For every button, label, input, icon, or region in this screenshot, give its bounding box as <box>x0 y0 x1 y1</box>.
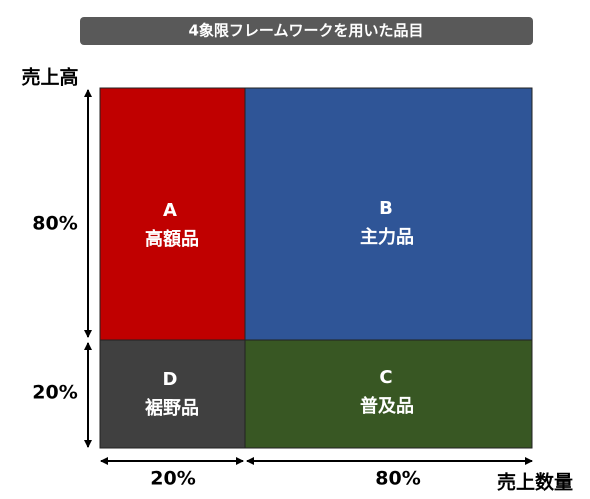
quadrant-letter: C <box>379 367 392 388</box>
x-segment-label: 20% <box>150 468 195 490</box>
title-bar <box>80 17 533 45</box>
quadrant-letter: B <box>379 198 393 219</box>
quadrant-name: 普及品 <box>360 395 414 417</box>
y-segment-label: 20% <box>32 382 77 404</box>
quadrant-name: 主力品 <box>360 226 414 248</box>
y-axis-label: 売上高 <box>21 66 78 89</box>
x-axis-label: 売上数量 <box>497 471 573 494</box>
quadrant-b <box>244 87 533 341</box>
quadrant-c <box>244 339 533 449</box>
x-segment-label: 80% <box>375 468 420 490</box>
quadrant-d <box>99 339 246 449</box>
y-segment-label: 80% <box>32 213 77 235</box>
quadrant-letter: A <box>163 200 177 221</box>
title: 4象限フレームワークを用いた品目 <box>189 22 424 40</box>
quadrant-name: 裾野品 <box>145 397 199 419</box>
quadrant-letter: D <box>163 369 178 390</box>
quadrant-name: 高額品 <box>145 228 199 250</box>
